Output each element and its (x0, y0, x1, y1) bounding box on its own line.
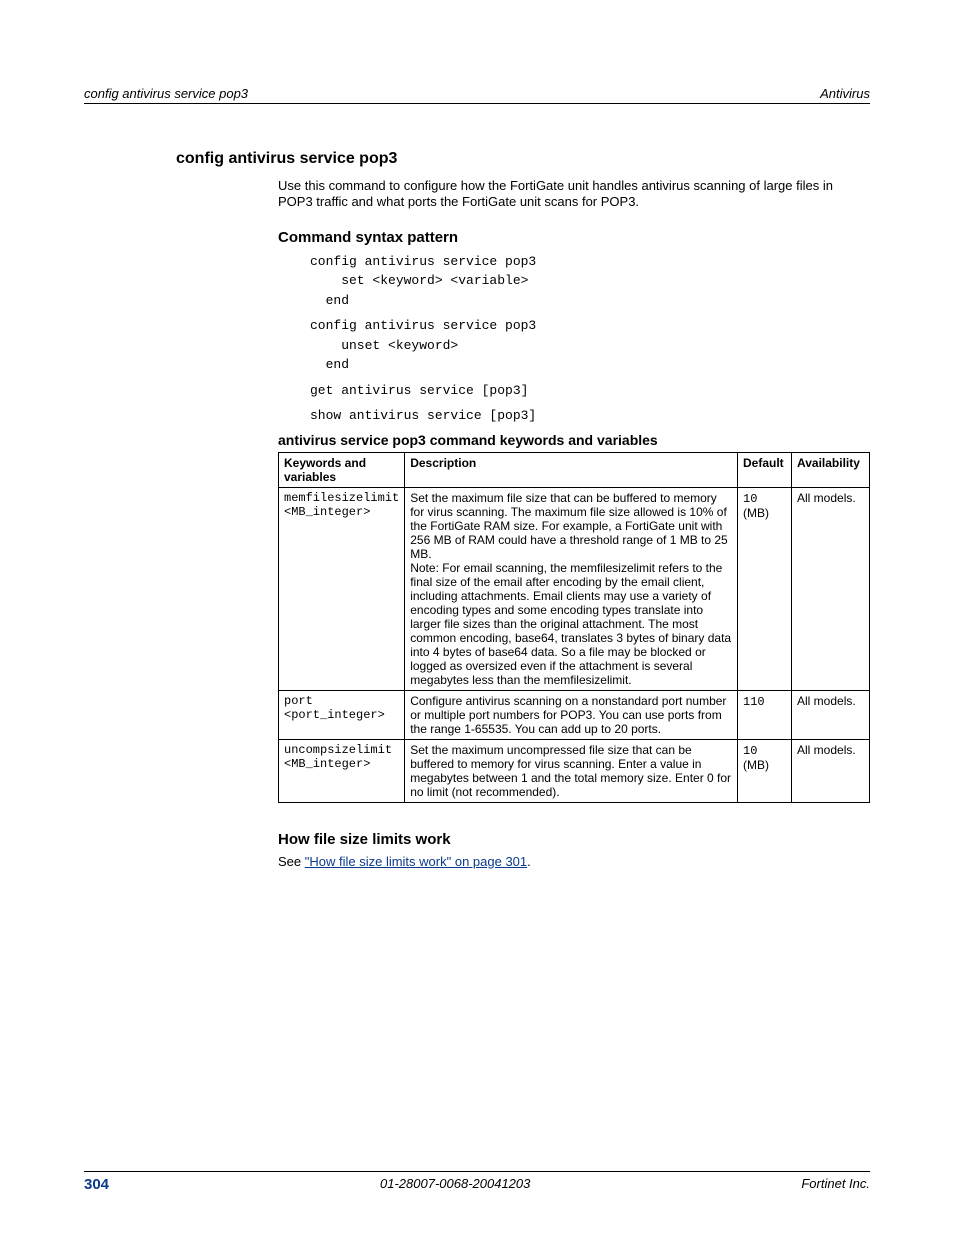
cell-default: 10 (MB) (738, 487, 792, 690)
cell-keyword: uncompsizelimit <MB_integer> (279, 739, 405, 802)
default-value: 10 (743, 492, 757, 506)
table-row: uncompsizelimit <MB_integer> Set the max… (279, 739, 870, 802)
see-prefix: See (278, 854, 305, 869)
table-heading: antivirus service pop3 command keywords … (278, 432, 870, 448)
page-footer: 304 01-28007-0068-20041203 Fortinet Inc. (84, 1171, 870, 1193)
code-block-1: config antivirus service pop3 set <keywo… (310, 252, 870, 311)
page-number: 304 (84, 1176, 109, 1193)
see-link[interactable]: "How file size limits work" on page 301 (305, 854, 527, 869)
running-header-right: Antivirus (820, 86, 870, 101)
cell-availability: All models. (792, 690, 870, 739)
kw-name: uncompsizelimit (284, 743, 392, 757)
brand-name: Fortinet Inc. (801, 1176, 870, 1193)
cell-description: Configure antivirus scanning on a nonsta… (405, 690, 738, 739)
page-title: config antivirus service pop3 (176, 150, 870, 168)
intro-paragraph: Use this command to configure how the Fo… (278, 178, 870, 211)
default-value: 110 (743, 695, 765, 709)
col-header-availability: Availability (792, 452, 870, 487)
see-suffix: . (527, 854, 531, 869)
default-unit: (MB) (743, 758, 769, 772)
running-header: config antivirus service pop3 Antivirus (84, 86, 870, 104)
doc-id: 01-28007-0068-20041203 (380, 1176, 530, 1193)
cell-keyword: port <port_integer> (279, 690, 405, 739)
code-block-3: get antivirus service [pop3] (310, 381, 870, 401)
kw-arg: <MB_integer> (284, 505, 370, 519)
table-row: port <port_integer> Configure antivirus … (279, 690, 870, 739)
syntax-heading: Command syntax pattern (278, 229, 870, 246)
kw-arg: <port_integer> (284, 708, 385, 722)
cell-description: Set the maximum uncompressed file size t… (405, 739, 738, 802)
page-container: config antivirus service pop3 Antivirus … (0, 0, 954, 1235)
cell-availability: All models. (792, 487, 870, 690)
cell-keyword: memfilesizelimit <MB_integer> (279, 487, 405, 690)
default-value: 10 (743, 744, 757, 758)
col-header-keywords: Keywords and variables (279, 452, 405, 487)
code-block-4: show antivirus service [pop3] (310, 406, 870, 426)
keywords-table: Keywords and variables Description Defau… (278, 452, 870, 803)
default-unit: (MB) (743, 506, 769, 520)
code-block-2: config antivirus service pop3 unset <key… (310, 316, 870, 375)
how-heading: How file size limits work (278, 831, 870, 848)
cell-default: 10 (MB) (738, 739, 792, 802)
kw-arg: <MB_integer> (284, 757, 370, 771)
col-header-description: Description (405, 452, 738, 487)
table-header-row: Keywords and variables Description Defau… (279, 452, 870, 487)
kw-name: port (284, 694, 313, 708)
see-paragraph: See "How file size limits work" on page … (278, 854, 870, 869)
cell-description: Set the maximum file size that can be bu… (405, 487, 738, 690)
cell-availability: All models. (792, 739, 870, 802)
cell-default: 110 (738, 690, 792, 739)
running-header-left: config antivirus service pop3 (84, 86, 248, 101)
table-row: memfilesizelimit <MB_integer> Set the ma… (279, 487, 870, 690)
kw-name: memfilesizelimit (284, 491, 399, 505)
col-header-default: Default (738, 452, 792, 487)
